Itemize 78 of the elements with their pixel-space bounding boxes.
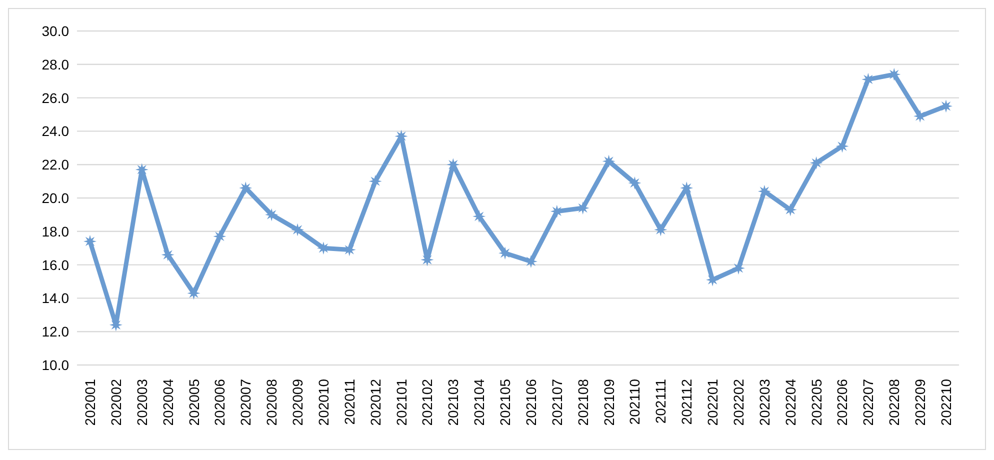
y-tick-label: 20.0 [42,190,70,206]
y-tick-label: 22.0 [42,156,70,173]
point [602,154,616,168]
point [239,181,252,194]
x-tick-label: 202010 [315,378,332,426]
point [187,286,200,300]
x-tick-label: 202210 [938,378,954,426]
point [394,130,408,143]
point [265,208,278,222]
x-tick-label: 202007 [238,378,254,426]
point [654,223,668,236]
x-tick-label: 202012 [367,378,384,426]
point [446,158,460,172]
point [472,210,486,223]
point [420,253,434,266]
y-tick-label: 10.0 [42,356,70,373]
point [888,68,901,81]
x-tick-label: 202208 [886,378,902,426]
x-tick-label: 202011 [341,378,358,425]
x-tick-label: 202005 [186,378,202,426]
point [576,202,590,215]
x-tick-label: 202105 [497,378,514,426]
point [706,273,720,286]
x-tick-label: 202201 [704,378,721,426]
x-tick-label: 202102 [419,378,436,426]
x-tick-label: 202009 [290,378,306,426]
point [213,230,226,243]
point [758,184,771,198]
y-tick-label: 16.0 [42,256,70,273]
x-tick-label: 202203 [756,378,772,426]
y-tick-label: 26.0 [42,90,70,106]
x-tick-label: 202006 [212,378,228,426]
point [680,181,694,194]
point [628,176,642,190]
x-tick-label: 202002 [108,378,124,426]
x-tick-label: 202108 [574,378,591,426]
point [316,242,330,255]
y-tick-label: 30.0 [42,22,70,39]
x-tick-label: 202004 [160,378,176,426]
point [342,243,356,256]
point [836,140,849,153]
y-tick-label: 24.0 [42,123,70,140]
point [368,174,382,188]
y-tick-label: 14.0 [42,290,70,306]
point [135,163,148,176]
point [784,203,797,216]
point [914,110,927,123]
x-tick-label: 202109 [600,378,617,426]
point [862,72,875,86]
x-tick-label: 202206 [834,378,850,426]
point [810,156,823,170]
x-tick-label: 202202 [730,378,746,426]
x-tick-label: 202204 [782,378,798,426]
x-tick-label: 202001 [82,378,98,426]
x-tick-label: 202209 [912,378,928,426]
y-tick-label: 28.0 [42,56,70,72]
x-tick-label: 202205 [808,378,824,426]
point [732,262,745,275]
point [524,254,538,268]
x-tick-label: 202107 [548,378,565,426]
point [84,234,96,248]
x-tick-label: 202101 [393,378,410,426]
point [291,223,304,236]
x-tick-label: 202003 [134,378,150,426]
x-tick-label: 202104 [471,378,488,426]
x-tick-label: 202008 [264,378,280,426]
x-tick-label: 202110 [626,378,643,425]
x-tick-label: 202207 [860,378,876,426]
y-tick-label: 12.0 [42,324,70,340]
point [498,246,512,260]
x-tick-label: 202106 [522,378,539,426]
point [161,248,174,262]
point [940,100,952,113]
x-tick-label: 202111 [652,378,669,424]
point [550,204,564,218]
x-tick-label: 202112 [678,378,695,425]
x-tick-label: 202103 [445,378,462,426]
y-tick-label: 18.0 [42,223,70,240]
